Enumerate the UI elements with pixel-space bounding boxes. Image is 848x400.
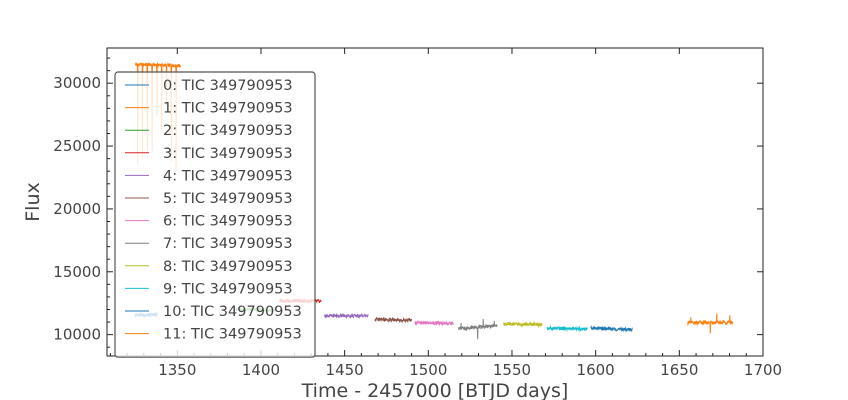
legend-entry-6: 6: TIC 349790953 bbox=[163, 214, 293, 230]
series-line-8 bbox=[503, 321, 543, 328]
x-tick-label-5: 1600 bbox=[577, 361, 615, 379]
x-axis-label: Time - 2457000 [BTJD days] bbox=[301, 380, 569, 400]
series-line-1 bbox=[134, 61, 182, 171]
series-line-7 bbox=[458, 318, 498, 340]
x-tick-label-6: 1650 bbox=[660, 361, 698, 379]
series-line-5 bbox=[374, 316, 413, 324]
legend-entry-2: 2: TIC 349790953 bbox=[163, 123, 293, 139]
legend-entry-5: 5: TIC 349790953 bbox=[163, 191, 293, 207]
series-layer bbox=[134, 61, 734, 340]
x-tick-label-2: 1450 bbox=[326, 361, 364, 379]
series-10 bbox=[590, 325, 633, 333]
series-4 bbox=[324, 312, 369, 320]
x-tick-label-1: 1400 bbox=[242, 361, 280, 379]
series-8 bbox=[503, 321, 543, 328]
y-axis-label: Flux bbox=[22, 182, 44, 222]
series-9 bbox=[546, 324, 588, 333]
legend-entry-1: 1: TIC 349790953 bbox=[163, 101, 293, 117]
y-tick-label-1: 15000 bbox=[53, 263, 101, 281]
legend-entry-11: 11: TIC 349790953 bbox=[163, 327, 302, 343]
x-tick-label-3: 1500 bbox=[409, 361, 447, 379]
legend-entry-4: 4: TIC 349790953 bbox=[163, 168, 293, 184]
legend-entry-8: 8: TIC 349790953 bbox=[163, 259, 293, 275]
legend: 0: TIC 349790953 1: TIC 349790953 2: TIC 3… bbox=[114, 71, 316, 358]
legend-entry-3: 3: TIC 349790953 bbox=[163, 146, 293, 162]
x-tick-label-0: 1350 bbox=[158, 361, 196, 379]
series-line-10 bbox=[590, 325, 633, 333]
legend-entry-7: 7: TIC 349790953 bbox=[163, 236, 293, 252]
y-tick-label-0: 10000 bbox=[53, 326, 101, 344]
x-tick-label-7: 1700 bbox=[744, 361, 782, 379]
y-tick-label-4: 30000 bbox=[53, 74, 101, 92]
plot-frame bbox=[106, 47, 764, 357]
tick-layer: 1350 1400 1450 1500 1550 1600 1650 1700 10000 150… bbox=[53, 48, 782, 379]
series-line-11 bbox=[687, 313, 734, 334]
legend-entry-10: 10: TIC 349790953 bbox=[163, 304, 302, 320]
legend-entry-0: 0: TIC 349790953 bbox=[163, 78, 293, 94]
series-line-9 bbox=[546, 324, 588, 333]
legend-box bbox=[114, 71, 316, 358]
series-11 bbox=[687, 313, 734, 334]
series-line-6 bbox=[414, 319, 454, 327]
series-1 bbox=[134, 61, 182, 171]
series-7 bbox=[458, 318, 498, 340]
y-tick-label-3: 25000 bbox=[53, 137, 101, 155]
y-tick-label-2: 20000 bbox=[53, 200, 101, 218]
series-line-4 bbox=[324, 312, 369, 320]
series-5 bbox=[374, 316, 413, 324]
legend-entry-9: 9: TIC 349790953 bbox=[163, 281, 293, 297]
series-6 bbox=[414, 319, 454, 327]
x-tick-label-4: 1550 bbox=[493, 361, 531, 379]
